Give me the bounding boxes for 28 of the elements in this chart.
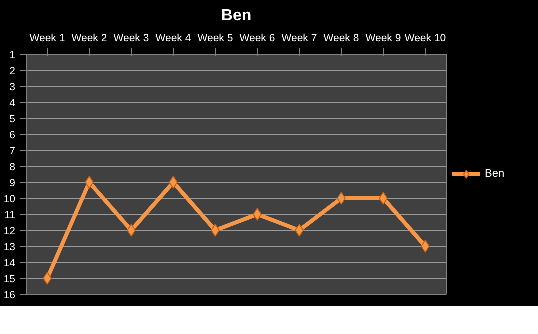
y-tick-label: 11 (4, 210, 16, 222)
y-tick-label: 16 (4, 290, 16, 302)
x-tick-label: Week 7 (282, 32, 318, 44)
x-tick-label: Week 2 (72, 32, 108, 44)
x-tick-label: Week 4 (156, 32, 192, 44)
y-tick-label: 7 (10, 146, 16, 158)
x-tick-label: Week 5 (198, 32, 234, 44)
x-tick-label: Week 1 (30, 32, 66, 44)
chart-title: Ben (221, 8, 252, 24)
y-tick-label: 2 (10, 66, 16, 78)
y-tick-label: 12 (4, 226, 16, 238)
x-tick-label: Week 3 (114, 32, 150, 44)
y-tick-label: 13 (4, 242, 16, 254)
y-tick-label: 3 (10, 82, 16, 94)
y-tick-label: 8 (10, 162, 16, 174)
y-tick-label: 15 (4, 274, 16, 286)
y-tick-label: 4 (10, 98, 16, 110)
x-tick-label: Week 9 (366, 32, 402, 44)
y-tick-label: 1 (10, 50, 16, 62)
legend-label: Ben (485, 168, 505, 180)
y-tick-label: 5 (10, 114, 16, 126)
x-tick-label: Week 10 (404, 32, 446, 44)
x-tick-label: Week 6 (240, 32, 276, 44)
y-tick-label: 9 (10, 178, 16, 190)
x-tick-label: Week 8 (324, 32, 360, 44)
y-tick-label: 6 (10, 130, 16, 142)
y-tick-label: 14 (4, 258, 16, 270)
y-tick-label: 10 (4, 194, 16, 206)
